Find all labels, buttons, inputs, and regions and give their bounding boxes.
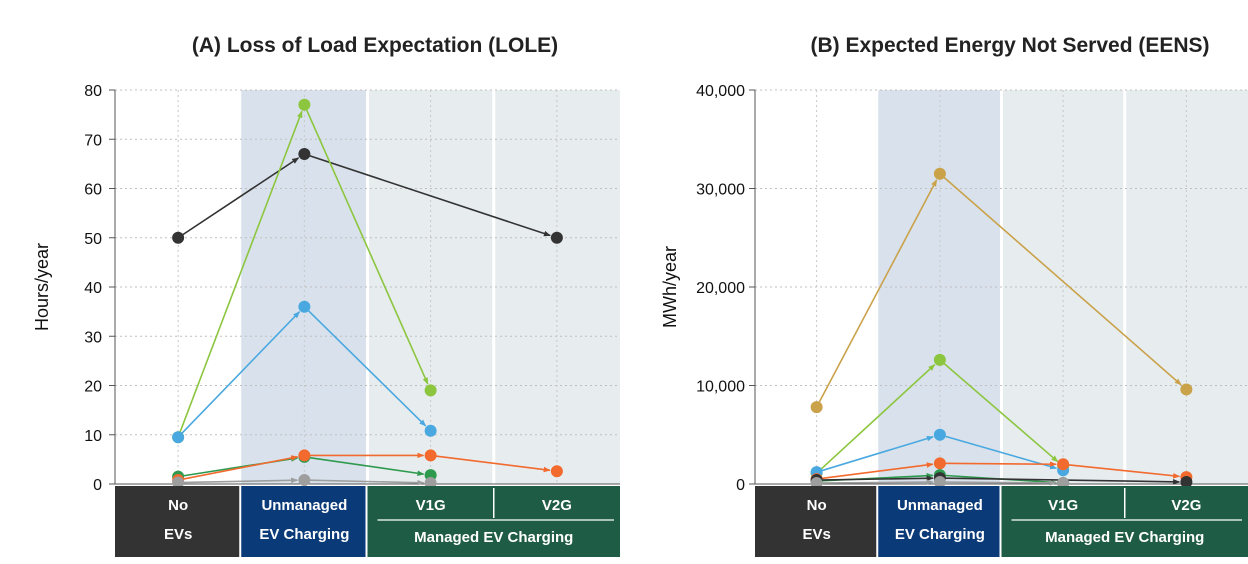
data-point [425,449,437,461]
y-axis-label: Hours/year [32,243,52,331]
series-line [940,482,1056,483]
category-label: No [807,497,827,514]
category-label: EV Charging [895,526,985,543]
category-label: Unmanaged [261,497,347,514]
category-label: V1G [416,497,446,514]
series-line [817,482,933,483]
category-label: Unmanaged [897,497,983,514]
data-point [1057,458,1069,470]
category-label: No [168,497,188,514]
y-tick-label: 10,000 [696,379,745,396]
category-label: EVs [164,526,192,543]
category-label: V1G [1048,497,1078,514]
data-point [298,449,310,461]
category-label: V2G [542,497,572,514]
y-tick-label: 40 [84,280,102,297]
group-label: Managed EV Charging [1045,529,1204,546]
data-point [425,425,437,437]
category-label: EV Charging [259,526,349,543]
data-point [1180,383,1192,395]
category-label: EVs [802,526,830,543]
category-label: V2G [1171,497,1201,514]
data-point [298,301,310,313]
category-boxes: No EVs Unmanaged EV Charging V1G V2G Managed E… [115,486,620,557]
data-point [425,384,437,396]
data-point [934,354,946,366]
data-point [172,431,184,443]
y-axis-label: MWh/year [660,246,680,328]
y-tick-label: 60 [84,182,102,199]
y-tick-label: 30 [84,329,102,346]
data-point [298,474,310,486]
data-point [298,148,310,160]
data-point [934,457,946,469]
y-tick-label: 30,000 [696,182,745,199]
y-tick-label: 80 [84,83,102,100]
data-point [172,232,184,244]
y-tick-label: 0 [93,477,102,494]
chart-title: (B) Expected Energy Not Served (EENS) [810,34,1209,57]
y-tick-label: 50 [84,231,102,248]
y-tick-label: 20,000 [696,280,745,297]
chart-title: (A) Loss of Load Expectation (LOLE) [192,34,558,57]
data-point [934,168,946,180]
series-line [940,463,1056,464]
y-tick-label: 40,000 [696,83,745,100]
category-boxes: No EVs Unmanaged EV Charging V1G V2G Managed E… [755,486,1248,557]
data-point [298,99,310,111]
data-point [934,429,946,441]
chart-panel-a: 0 10 20 30 40 50 60 70 80 (A) Loss of Load Expect… [32,34,620,557]
y-tick-label: 70 [84,132,102,149]
data-point [551,232,563,244]
y-tick-label: 0 [736,477,745,494]
data-point [811,401,823,413]
data-point [551,465,563,477]
y-tick-label: 20 [84,379,102,396]
group-label: Managed EV Charging [414,529,573,546]
y-tick-label: 10 [84,428,102,445]
chart-panel-b: 0 10,000 20,000 30,000 40,000 (B) Expected En… [660,34,1248,557]
